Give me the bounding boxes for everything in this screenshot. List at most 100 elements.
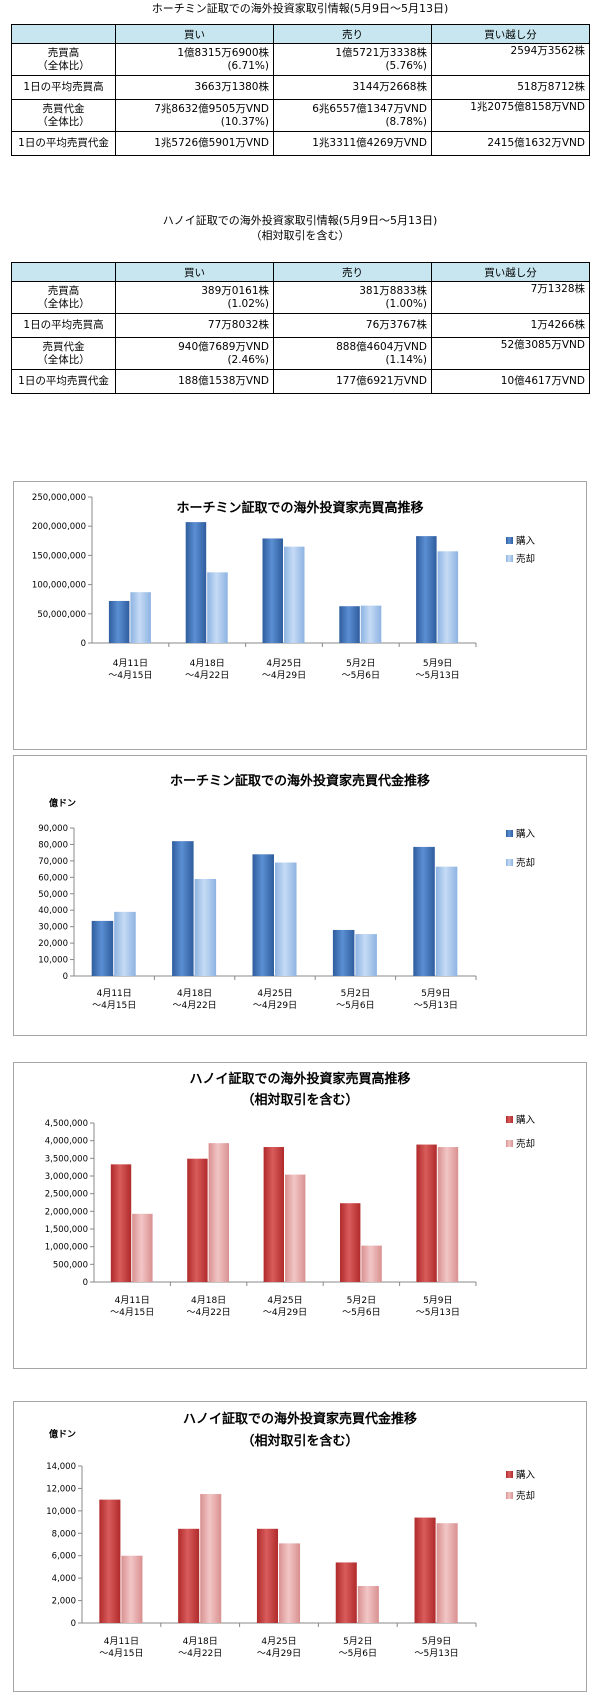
legend-label: 売却 <box>516 553 535 565</box>
bar-buy <box>339 606 360 643</box>
header-sell: 売り <box>273 24 432 44</box>
buy-value: 7兆8632億9505万VND <box>154 102 269 115</box>
header-sell: 売り <box>273 262 432 282</box>
x-tick-label: 〜5月13日 <box>416 670 460 681</box>
bar-sell <box>435 866 458 976</box>
x-tick-label: 〜5月6日 <box>342 670 380 681</box>
legend-label: 売却 <box>516 1138 535 1150</box>
bar-sell <box>437 551 459 643</box>
x-tick-label: 〜5月6日 <box>342 1307 380 1318</box>
bar-sell <box>355 934 377 976</box>
chart-hcm-value: ホーチミン証取での海外投資家売買代金推移 億ドン 0 10,000 20,000 30,0… <box>13 755 587 1036</box>
y-tick-label: 70,000 <box>38 857 68 867</box>
net-cell: 2594万3562株 <box>431 43 590 76</box>
x-tick-label: 4月18日 <box>190 658 225 669</box>
row-label-text: 売買高 <box>47 284 80 297</box>
bar-sell <box>132 1213 153 1282</box>
legend-label: 購入 <box>516 828 536 840</box>
sell-cell: 1億5721万3338株 (5.76%) <box>273 43 432 76</box>
net-cell: 10億4617万VND <box>431 369 590 394</box>
hn-table-subtitle: （相対取引を含む） <box>250 229 350 242</box>
y-tick-label: 3,000,000 <box>45 1172 88 1182</box>
unit-label: 億ドン <box>49 797 76 809</box>
row-label: 売買代金 （全体比） <box>11 337 116 370</box>
bar-buy <box>416 1144 437 1282</box>
buy-cell: 1兆5726億5901万VND <box>115 131 274 156</box>
table-header-row: 買い 売り 買い越し分 <box>11 24 590 44</box>
chart-hn-value: ハノイ証取での海外投資家売買代金推移 （相対取引を含む） 億ドン 0 2,000 4,00… <box>13 1401 587 1692</box>
buy-ratio: (6.71%) <box>227 59 269 72</box>
y-tick-label: 2,000,000 <box>45 1207 88 1217</box>
y-tick-label: 0 <box>83 1278 88 1288</box>
row-label-sub: （全体比） <box>37 59 90 72</box>
x-tick-label: 5月9日 <box>423 658 452 669</box>
sell-value: 888億4604万VND <box>336 340 427 353</box>
buy-cell: 188億1538万VND <box>115 369 274 394</box>
x-tick-label: 5月9日 <box>421 988 450 999</box>
bar-buy <box>340 1203 361 1282</box>
x-tick-label: 〜5月6日 <box>339 1648 377 1659</box>
y-tick-label: 4,000 <box>52 1574 76 1584</box>
table-row: 1日の平均売買高 3663万1380株 3144万2668株 518万8712株 <box>11 75 590 100</box>
header-buy: 買い <box>115 24 274 44</box>
x-tick-label: 4月25日 <box>261 1636 296 1647</box>
bar-sell <box>121 1555 143 1623</box>
y-tick-label: 4,500,000 <box>45 1119 88 1129</box>
chart-hn-value-svg: ハノイ証取での海外投資家売買代金推移 （相対取引を含む） 億ドン 0 2,000 4,00… <box>46 1411 536 1659</box>
net-cell: 1万4266株 <box>431 313 590 338</box>
legend-label: 売却 <box>516 857 535 869</box>
table-header-row: 買い 売り 買い越し分 <box>11 262 590 282</box>
legend-label: 購入 <box>516 1469 536 1481</box>
sell-cell: 381万8833株 (1.00%) <box>273 281 432 314</box>
chart-title: ホーチミン証取での海外投資家売買高推移 <box>176 500 423 516</box>
x-tick-label: 5月9日 <box>423 1295 452 1306</box>
x-tick-label: 4月11日 <box>115 1295 150 1306</box>
bar-buy <box>108 600 130 643</box>
chart-title: ハノイ証取での海外投資家売買高推移 <box>189 1071 410 1087</box>
chart-hcm-volume: ホーチミン証取での海外投資家売買高推移 0 50,000,000 100,000,00… <box>13 481 587 750</box>
bar-buy <box>416 536 437 643</box>
buy-ratio: (2.46%) <box>227 353 269 366</box>
sell-value: 1億5721万3338株 <box>335 46 427 59</box>
x-tick-label: 4月18日 <box>183 1636 218 1647</box>
x-tick-label: 4月11日 <box>97 988 132 999</box>
x-tick-label: 〜5月13日 <box>414 1000 458 1011</box>
x-tick-label: 〜5月6日 <box>336 1000 374 1011</box>
y-tick-label: 10,000 <box>38 956 68 966</box>
net-cell: 52億3085万VND <box>431 337 590 370</box>
hn-info-table: 買い 売り 買い越し分 売買高 （全体比） 389万0161株 (1.02%) 38… <box>11 262 590 394</box>
bar-sell <box>437 1147 459 1282</box>
row-label-text: 売買代金 <box>42 340 85 353</box>
bar-sell <box>207 572 228 643</box>
y-tick-label: 1,000,000 <box>45 1243 88 1253</box>
bar-buy <box>185 522 207 643</box>
buy-cell: 389万0161株 (1.02%) <box>115 281 274 314</box>
unit-label: 億ドン <box>49 1428 76 1440</box>
y-tick-label: 50,000,000 <box>37 610 86 620</box>
header-blank <box>11 24 116 44</box>
bar-sell <box>208 1143 229 1282</box>
chart-title: ハノイ証取での海外投資家売買代金推移 <box>183 1411 417 1427</box>
x-tick-label: 〜4月15日 <box>110 1307 154 1318</box>
bar-buy <box>332 929 355 976</box>
bar-buy <box>178 1528 200 1623</box>
bar-buy <box>335 1562 357 1623</box>
y-tick-label: 50,000 <box>38 890 68 900</box>
row-label: 1日の平均売買高 <box>11 313 116 338</box>
bar-buy <box>256 1528 278 1623</box>
chart-subtitle: （相対取引を含む） <box>241 1433 358 1449</box>
y-tick-label: 6,000 <box>52 1552 76 1562</box>
legend-swatch <box>506 1140 513 1147</box>
y-tick-label: 8,000 <box>52 1529 76 1539</box>
sell-cell: 76万3767株 <box>273 313 432 338</box>
x-tick-label: 4月11日 <box>113 658 148 669</box>
y-tick-label: 2,000 <box>52 1597 76 1607</box>
y-tick-label: 4,000,000 <box>45 1137 88 1147</box>
net-cell: 7万1328株 <box>431 281 590 314</box>
x-tick-label: 4月18日 <box>191 1295 226 1306</box>
buy-cell: 7兆8632億9505万VND (10.37%) <box>115 99 274 132</box>
x-tick-label: 〜4月29日 <box>262 670 306 681</box>
legend-swatch <box>506 1492 513 1499</box>
bar-sell <box>284 546 305 643</box>
row-label: 1日の平均売買代金 <box>11 369 116 394</box>
